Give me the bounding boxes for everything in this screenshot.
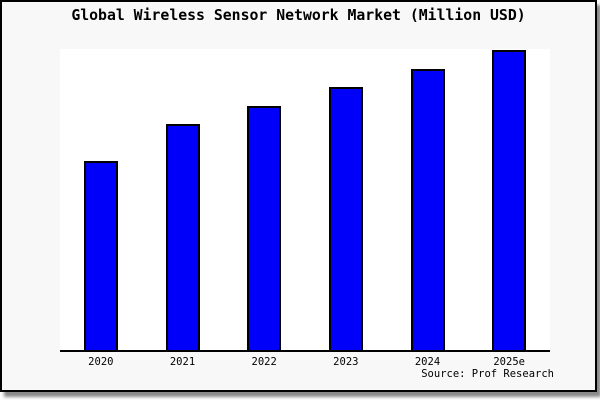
source-credit: Source: Prof Research — [421, 368, 554, 380]
bar-2020 — [83, 161, 118, 350]
bar-2025e — [492, 50, 527, 350]
x-tick-label-2024: 2024 — [414, 356, 441, 368]
chart-title: Global Wireless Sensor Network Market (M… — [71, 7, 526, 24]
bar-2023 — [328, 87, 363, 350]
bar-2024 — [410, 69, 445, 350]
x-tick-label-2020: 2020 — [88, 356, 114, 368]
bar-2022 — [247, 106, 282, 350]
x-tick-label-2025e: 2025e — [493, 356, 525, 368]
plot-area — [60, 49, 550, 352]
x-tick-label-2021: 2021 — [169, 356, 196, 368]
x-tick-label-2023: 2023 — [333, 356, 359, 368]
x-tick-label-2022: 2022 — [251, 356, 277, 368]
bar-2021 — [165, 124, 200, 350]
